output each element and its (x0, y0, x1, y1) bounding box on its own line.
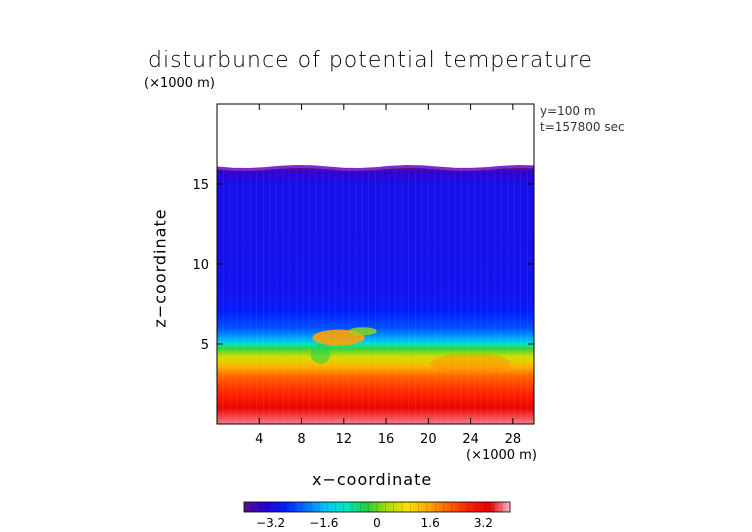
transition-ridge (348, 327, 377, 336)
x-tick-label: 8 (297, 432, 305, 447)
colorbar: −3.2 −1.6 0 1.6 3.2 (243, 501, 511, 530)
y-tick-label: 15 (192, 178, 209, 193)
colorbar-tick-label: 1.6 (421, 516, 440, 530)
colorbar-tick-label: 0 (373, 516, 381, 530)
info-y-position: y=100 m (540, 104, 596, 118)
x-tick-label: 4 (255, 432, 263, 447)
x-tick-label: 24 (462, 432, 479, 447)
warm-intrusion (312, 329, 365, 346)
colorbar-tick-label: −3.2 (256, 516, 285, 530)
axes: 4 8 12 16 20 24 28 5 10 15 (192, 103, 535, 447)
x-tick-label: 16 (378, 432, 395, 447)
y-tick-label: 10 (192, 258, 209, 273)
cold-tongue (310, 343, 331, 364)
x-tick-label: 12 (336, 432, 353, 447)
warm-pocket (430, 353, 511, 374)
x-axis-label: x−coordinate (312, 470, 433, 489)
field-layer (217, 164, 534, 424)
x-tick-label: 20 (420, 432, 437, 447)
x-tick-label: 28 (505, 432, 522, 447)
colorbar-tick-label: −1.6 (309, 516, 338, 530)
field-fill (217, 168, 534, 424)
chart-title: disturbunce of potential temperature (148, 48, 593, 73)
info-time: t=157800 sec (540, 120, 625, 134)
y-tick-label: 5 (201, 338, 209, 353)
colorbar-strip (243, 501, 511, 513)
field-top-boundary (217, 164, 534, 172)
x-unit-label: (×1000 m) (466, 448, 537, 463)
colorbar-tick-label: 3.2 (474, 516, 493, 530)
plot-area (217, 164, 534, 424)
z-unit-label: (×1000 m) (144, 76, 215, 91)
